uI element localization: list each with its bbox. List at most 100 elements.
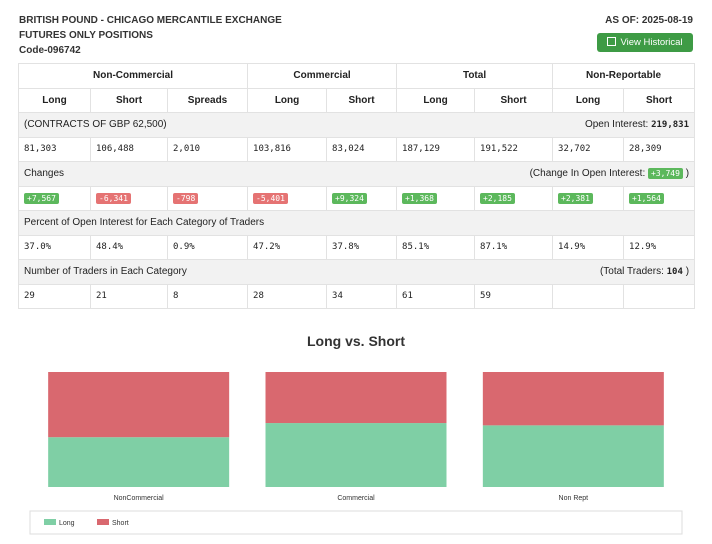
column-header: Short	[90, 87, 168, 113]
code: Code-096742	[19, 45, 81, 56]
column-header: Long	[396, 87, 476, 113]
section-label: (CONTRACTS OF GBP 62,500)	[24, 119, 167, 131]
section-right: Open Interest: 219,831	[585, 119, 689, 130]
group-header: Total	[396, 63, 554, 89]
button-label[interactable]: View Historical Data	[620, 37, 683, 67]
value-cell: -6,341	[90, 185, 168, 211]
value-cell: 61	[396, 283, 476, 309]
section-value: 219,831	[651, 120, 690, 131]
section-value: )	[685, 266, 690, 278]
value-cell: 37.8%	[326, 234, 398, 260]
value-cell: 85.1%	[396, 234, 476, 260]
value-cell: 187,129	[396, 136, 476, 162]
table-row: (CONTRACTS OF GBP 62,500) Open Interest: …	[17, 112, 696, 138]
value-cell: 37.0%	[18, 234, 91, 260]
change-badge: -6,341	[96, 192, 131, 204]
section-cell: Percent of Open Interest for Each Catego…	[17, 210, 696, 236]
column-header: Long	[18, 87, 91, 113]
section-value: 104	[666, 267, 683, 278]
legend-label: Long	[59, 520, 75, 527]
legend-box	[29, 510, 683, 535]
value-cell: -5,401	[247, 185, 328, 211]
value-cell: +1,368	[396, 185, 476, 211]
column-header: Long	[552, 87, 625, 113]
value-cell: +2,381	[552, 185, 625, 211]
table-row: 81,303 106,488 2,010 103,816 83,024 187,129 19…	[18, 136, 696, 162]
group-header: Non-Reportable	[552, 63, 696, 89]
value-cell: -798	[166, 185, 249, 211]
column-header: Short	[326, 87, 398, 113]
section-right: (Total Traders: 104 )	[600, 266, 689, 277]
value-cell: 14.9%	[552, 234, 625, 260]
x-tick-label: Commercial	[337, 495, 375, 502]
value-cell: 191,522	[474, 136, 554, 162]
section-value: (Change In Open Interest:	[529, 168, 646, 180]
history-button[interactable]: View Historical Data	[597, 33, 693, 67]
section-label: Percent of Open Interest for Each Catego…	[24, 217, 265, 229]
value-cell: 21	[90, 283, 168, 309]
value-cell: 59	[474, 283, 554, 309]
change-badge: +2,185	[480, 192, 515, 204]
column-header: Short	[623, 87, 696, 113]
section-value: (Total Traders:	[599, 266, 664, 278]
legend-swatch	[97, 519, 109, 525]
bar-segment	[265, 423, 447, 487]
value-cell: 12.9%	[623, 234, 696, 260]
x-tick-label: NonCommercial	[114, 495, 165, 502]
change-badge: +1,368	[402, 192, 437, 204]
chart-title: Long vs. Short	[307, 333, 405, 349]
value-cell: 32,702	[552, 136, 625, 162]
chart: Long vs. Short NonCommercial Commercial Non…	[29, 333, 683, 535]
table-row: Non-Commercial Commercial Total Non-Reporta…	[17, 63, 696, 89]
group-header: Non-Commercial	[17, 63, 249, 89]
table-row: Number of Traders in Each Category (Total…	[17, 259, 696, 285]
change-badge: -798	[173, 192, 199, 204]
x-tick-label: Non Rept	[559, 495, 589, 502]
value-cell: 28	[247, 283, 328, 309]
change-badge: +7,567	[24, 192, 59, 204]
section-label: Changes	[24, 168, 65, 180]
change-badge: +9,324	[332, 192, 367, 204]
value-cell: +2,185	[474, 185, 554, 211]
value-cell: 29	[18, 283, 91, 309]
column-header: Long	[247, 87, 328, 113]
value-cell: 47.2%	[247, 234, 328, 260]
positions-table: Non-Commercial Commercial Total Non-Reporta…	[17, 63, 696, 309]
subtitle: FUTURES ONLY POSITIONS	[19, 30, 153, 41]
value-cell: 34	[326, 283, 398, 309]
value-cell: 87.1%	[474, 234, 554, 260]
title: BRITISH POUND - CHICAGO MERCANTILE EXCHA…	[19, 15, 282, 26]
legend-label: Short	[112, 520, 129, 527]
table-row: Changes (Change In Open Interest: +3,749 …	[17, 161, 696, 187]
section-label: Number of Traders in Each Category	[24, 266, 187, 278]
section-cell: Number of Traders in Each Category (Total…	[17, 259, 696, 285]
bar-segment	[482, 372, 664, 426]
bar-segment	[48, 437, 230, 487]
value-cell: +1,564	[623, 185, 696, 211]
change-badge: -5,401	[253, 192, 288, 204]
table-row: Long Short Spreads Long Short Long Short Long Sh…	[18, 87, 696, 113]
section-value: +3,749	[648, 168, 683, 180]
section-cell: Changes (Change In Open Interest: +3,749 …	[17, 161, 696, 187]
value-cell: 48.4%	[90, 234, 168, 260]
value-cell: 83,024	[326, 136, 398, 162]
table-row: Percent of Open Interest for Each Catego…	[17, 210, 696, 236]
table-row: 37.0% 48.4% 0.9% 47.2% 37.8% 85.1% 87.1% 14.9% 1…	[18, 234, 696, 260]
value-cell: 2,010	[166, 136, 249, 162]
column-header: Short	[474, 87, 554, 113]
section-value: )	[685, 168, 690, 180]
section-right: (Change In Open Interest: +3,749 )	[529, 168, 690, 180]
bar-segment	[482, 425, 664, 487]
bar-segment	[265, 372, 447, 424]
value-cell: 8	[166, 283, 249, 309]
value-cell: 0.9%	[166, 234, 249, 260]
column-header: Spreads	[166, 87, 249, 113]
value-cell: 103,816	[247, 136, 328, 162]
section-cell: (CONTRACTS OF GBP 62,500) Open Interest: …	[17, 112, 696, 138]
value-cell: 106,488	[90, 136, 168, 162]
bar-segment	[48, 372, 230, 438]
value-cell	[623, 283, 696, 309]
table-row: 29 21 8 28 34 61 59	[18, 283, 696, 309]
value-cell: 28,309	[623, 136, 696, 162]
